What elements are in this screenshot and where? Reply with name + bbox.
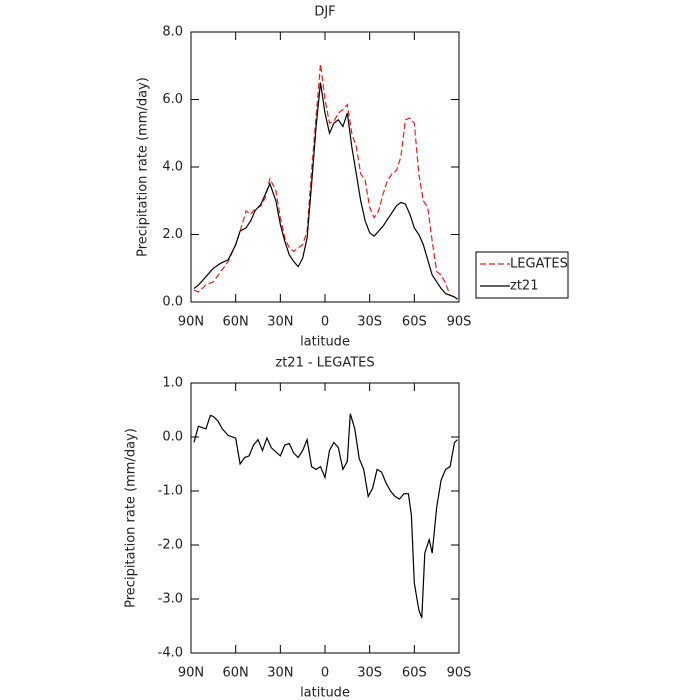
y-tick-label: 6.0 <box>162 92 183 107</box>
legend-label: LEGATES <box>510 257 568 272</box>
data-line <box>193 64 458 300</box>
y-tick-label: -1.0 <box>158 484 183 499</box>
x-tick-label: 60S <box>402 666 427 681</box>
x-tick-label: 90N <box>178 666 204 681</box>
y-axis-label: Precipitation rate (mm/day) <box>136 77 151 257</box>
y-tick-label: 0.0 <box>162 295 183 310</box>
x-tick-label: 60S <box>402 315 427 330</box>
x-tick-label: 90S <box>447 315 472 330</box>
x-axis-label: latitude <box>300 335 350 350</box>
plot-frame <box>190 31 460 303</box>
x-tick-label: 90S <box>447 666 472 681</box>
x-tick-label: 60N <box>223 666 249 681</box>
chart-title: zt21 - LEGATES <box>275 356 374 371</box>
plot-frame <box>190 382 460 654</box>
chart-title: DJF <box>314 5 335 20</box>
y-axis-label: Precipitation rate (mm/day) <box>124 428 139 608</box>
x-tick-label: 30N <box>267 666 293 681</box>
x-tick-label: 0 <box>321 666 329 681</box>
x-tick-label: 60N <box>223 315 249 330</box>
y-tick-label: -2.0 <box>158 538 183 553</box>
y-tick-label: 8.0 <box>162 25 183 40</box>
y-tick-label: -4.0 <box>158 646 183 661</box>
x-tick-label: 30S <box>357 666 382 681</box>
x-axis-label: latitude <box>300 686 350 700</box>
data-line <box>193 413 458 619</box>
y-tick-label: 4.0 <box>162 160 183 175</box>
y-tick-label: -3.0 <box>158 592 183 607</box>
x-tick-label: 30N <box>267 315 293 330</box>
y-tick-label: 1.0 <box>162 376 183 391</box>
y-tick-label: 0.0 <box>162 430 183 445</box>
data-line <box>193 82 458 300</box>
legend-box <box>475 251 569 299</box>
x-tick-label: 0 <box>321 315 329 330</box>
y-tick-label: 2.0 <box>162 227 183 242</box>
legend-label: zt21 <box>510 279 538 294</box>
x-tick-label: 90N <box>178 315 204 330</box>
x-tick-label: 30S <box>357 315 382 330</box>
